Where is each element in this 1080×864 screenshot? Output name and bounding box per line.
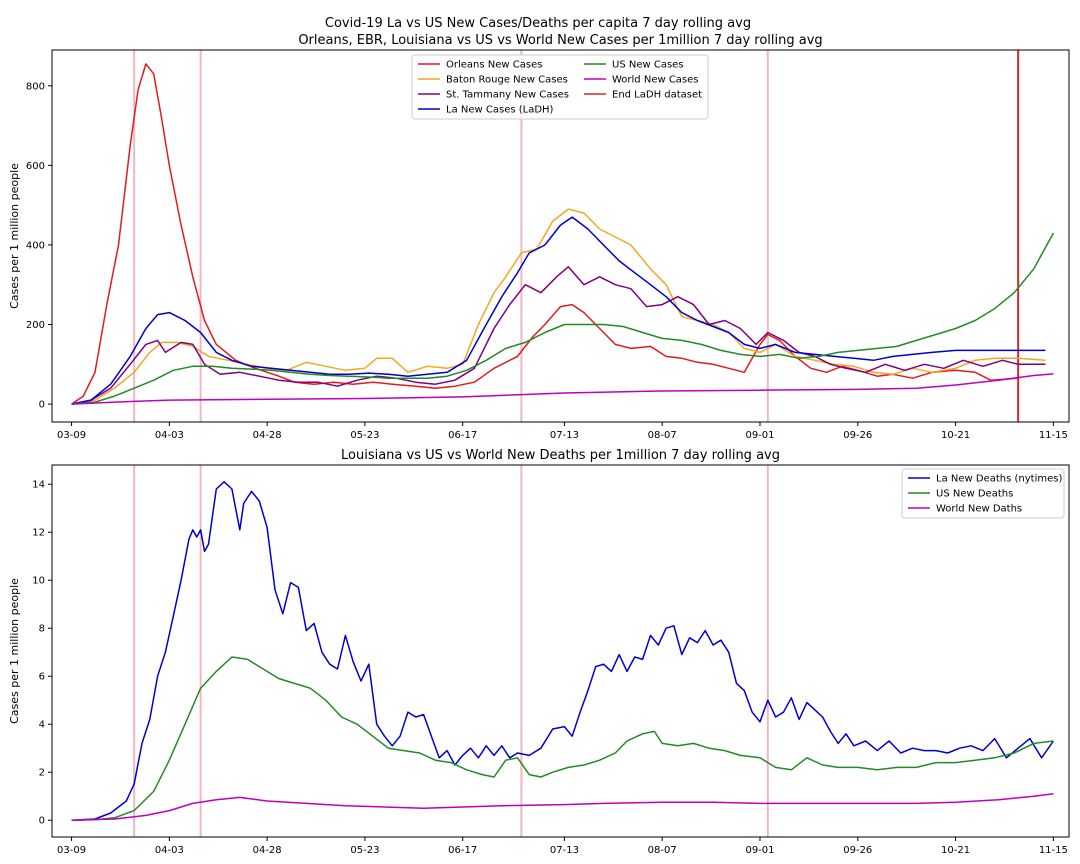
y-tick-label: 10 [32, 576, 45, 587]
x-tick-label: 08-07 [648, 845, 677, 856]
deaths-chart: Louisiana vs US vs World New Deaths per … [8, 448, 1070, 856]
legend-label: US New Cases [612, 60, 684, 71]
x-tick-label: 11-15 [1039, 430, 1068, 441]
x-tick-label: 10-21 [941, 430, 970, 441]
legend-box [411, 54, 709, 120]
x-tick-label: 05-23 [350, 430, 379, 441]
x-tick-label: 04-03 [155, 845, 184, 856]
series-line [71, 373, 1054, 405]
x-tick-label: 09-01 [745, 430, 774, 441]
x-tick-label: 03-09 [57, 845, 86, 856]
chart-title: Orleans, EBR, Louisiana vs US vs World N… [298, 33, 822, 48]
x-tick-label: 03-09 [57, 430, 86, 441]
series-line [71, 793, 1054, 821]
legend: Orleans New Cases Baton Rouge New Cases St… [411, 54, 709, 120]
series-line [71, 266, 1046, 405]
legend: La New Deaths (nytimes) US New Deaths Worl… [901, 468, 1065, 519]
y-tick-label: 4 [39, 720, 45, 731]
suptitle: Covid-19 La vs US New Cases/Deaths per c… [325, 16, 751, 31]
legend-label: World New Daths [936, 504, 1022, 515]
series-line [71, 208, 1046, 405]
cases-chart: Orleans, EBR, Louisiana vs US vs World N… [8, 33, 1070, 441]
axes-frame [51, 49, 1070, 423]
y-tick-label: 6 [39, 672, 45, 683]
legend-label: Orleans New Cases [446, 60, 542, 71]
y-tick-label: 200 [26, 320, 45, 331]
legend-label: End LaDH dataset [612, 90, 702, 101]
series-line [71, 63, 1019, 405]
y-axis-label: Cases per 1 million people [8, 163, 21, 309]
chart-title: Louisiana vs US vs World New Deaths per … [341, 448, 780, 463]
legend-label: Baton Rouge New Cases [446, 75, 568, 86]
x-tick-label: 08-07 [648, 430, 677, 441]
series-line [71, 481, 1055, 821]
series-line [71, 232, 1055, 405]
x-tick-label: 09-26 [843, 845, 872, 856]
y-tick-label: 2 [39, 768, 45, 779]
y-tick-label: 12 [32, 528, 45, 539]
x-tick-label: 06-17 [448, 430, 477, 441]
series-line [71, 656, 1054, 821]
x-tick-label: 04-28 [253, 430, 282, 441]
plot-area [71, 465, 1055, 837]
axes-frame [51, 464, 1070, 838]
y-tick-label: 14 [32, 480, 45, 491]
x-tick-label: 06-17 [448, 845, 477, 856]
y-tick-label: 0 [39, 400, 45, 411]
x-tick-label: 09-26 [843, 430, 872, 441]
series-line [71, 216, 1046, 405]
legend-label: US New Deaths [936, 489, 1013, 500]
x-tick-label: 10-21 [941, 845, 970, 856]
x-tick-label: 07-13 [550, 845, 579, 856]
x-tick-label: 11-15 [1039, 845, 1068, 856]
y-tick-label: 400 [26, 240, 45, 251]
legend-box [901, 468, 1065, 519]
y-tick-label: 600 [26, 161, 45, 172]
x-tick-label: 05-23 [350, 845, 379, 856]
legend-label: World New Cases [612, 75, 699, 86]
x-tick-label: 07-13 [550, 430, 579, 441]
legend-label: La New Cases (LaDH) [446, 105, 554, 116]
y-axis-label: Cases per 1 million people [8, 578, 21, 724]
y-tick-label: 8 [39, 624, 45, 635]
legend-label: La New Deaths (nytimes) [936, 474, 1062, 485]
y-tick-label: 800 [26, 81, 45, 92]
x-tick-label: 04-03 [155, 430, 184, 441]
y-tick-label: 0 [39, 816, 45, 827]
x-tick-label: 09-01 [745, 845, 774, 856]
x-tick-label: 04-28 [253, 845, 282, 856]
legend-label: St. Tammany New Cases [446, 90, 569, 101]
